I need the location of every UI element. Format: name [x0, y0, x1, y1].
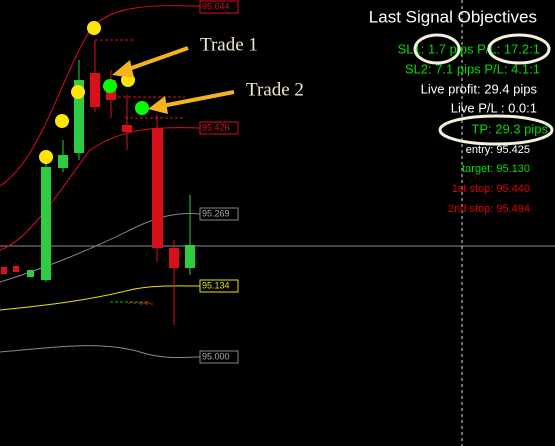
- price-label: 95.426: [202, 122, 230, 132]
- price-labels: 95.644 95.426 95.269 95.134 95.000: [199, 0, 239, 364]
- panel-line: 1st stop: 95.440: [452, 183, 530, 195]
- panel-line: TP: 29.3 pips: [471, 121, 548, 136]
- panel-line: entry: 95.425: [466, 144, 530, 156]
- panel-line: SL2: 7.1 pips P/L: 4.1:1: [405, 61, 540, 76]
- price-label: 95.644: [202, 1, 230, 11]
- level-dashes: [95, 39, 185, 305]
- annotation: Trade 1: [200, 34, 258, 55]
- panel-line: target: 95.130: [462, 163, 530, 175]
- lower-band: [0, 345, 201, 359]
- price-label: 95.269: [202, 208, 230, 218]
- price-label: 95.134: [202, 280, 230, 290]
- panel-line: Live profit: 29.4 pips: [421, 81, 538, 96]
- panel-line: 2nd stop: 95.494: [448, 203, 530, 215]
- signal-dots: [39, 21, 149, 164]
- panel-title: Last Signal Objectives: [369, 7, 537, 26]
- annotation: Trade 2: [246, 79, 304, 100]
- arrows: [112, 46, 235, 114]
- candles: [1, 40, 195, 325]
- panel-line: SL1: 1.7 pips P/L: 17.2:1: [398, 41, 540, 56]
- price-label: 95.000: [202, 351, 230, 361]
- panel-line: Live P/L : 0.0:1: [451, 100, 537, 115]
- highlight-ellipses: [413, 33, 554, 146]
